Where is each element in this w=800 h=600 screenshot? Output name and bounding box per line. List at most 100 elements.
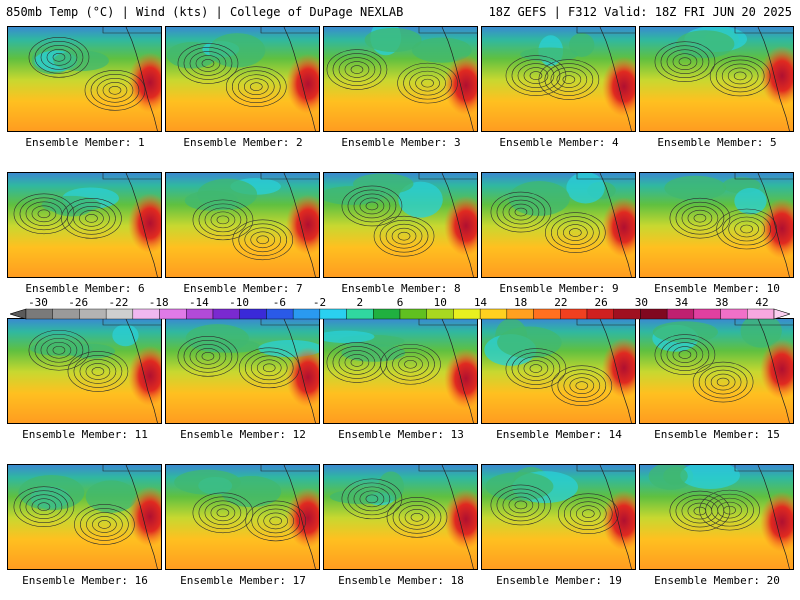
height-contour xyxy=(25,494,63,519)
height-contour xyxy=(245,500,306,542)
colorbar-swatch xyxy=(560,308,588,320)
height-contour xyxy=(84,70,146,111)
cool-air-region xyxy=(341,343,406,362)
height-contour xyxy=(195,55,221,72)
political-border xyxy=(418,27,477,34)
height-contour xyxy=(681,205,719,231)
cool-air-region xyxy=(112,324,139,347)
height-contour xyxy=(704,369,742,395)
height-contour xyxy=(581,509,595,519)
colorbar-min-arrow xyxy=(10,308,27,320)
height-contour xyxy=(734,220,759,238)
height-contour xyxy=(256,359,282,377)
political-border xyxy=(576,465,635,472)
cool-air-region xyxy=(508,181,570,216)
height-contour xyxy=(28,329,90,371)
height-contour xyxy=(557,369,607,402)
ensemble-member-map xyxy=(481,26,636,132)
cool-air-region xyxy=(740,319,782,348)
height-contour xyxy=(231,70,281,104)
height-contour xyxy=(716,377,730,387)
colorbar-swatch xyxy=(533,308,561,320)
ensemble-member-label: Ensemble Member: 11 xyxy=(22,428,148,441)
political-border xyxy=(102,319,161,326)
ensemble-member-map xyxy=(165,172,320,278)
height-contour xyxy=(86,512,123,537)
political-border xyxy=(734,27,793,34)
height-contour xyxy=(716,208,777,250)
political-border xyxy=(576,319,635,326)
height-contour xyxy=(415,74,440,92)
political-border xyxy=(734,319,793,326)
cool-air-region xyxy=(353,173,414,195)
height-contour xyxy=(529,364,543,373)
height-contour xyxy=(80,508,129,541)
height-contour xyxy=(404,359,417,369)
height-contour xyxy=(666,49,704,75)
ensemble-member-map xyxy=(7,172,162,278)
height-contour xyxy=(195,348,221,365)
colorbar-tick-label: 38 xyxy=(715,296,729,309)
height-contour xyxy=(177,336,239,377)
cool-air-region xyxy=(569,33,595,57)
political-border xyxy=(734,465,793,472)
height-contour xyxy=(398,355,423,373)
ensemble-member-map xyxy=(639,26,794,132)
height-contour xyxy=(90,74,140,107)
colorbar-swatch xyxy=(720,308,748,320)
height-contour xyxy=(715,59,765,93)
colorbar-swatch xyxy=(666,308,695,320)
coastline xyxy=(125,319,158,423)
colorbar-tick-label: 2 xyxy=(356,296,364,309)
cool-air-region xyxy=(208,33,266,68)
colorbar-swatch xyxy=(132,308,160,320)
colorbar-tick-label: -6 xyxy=(272,296,286,309)
ensemble-member-map xyxy=(639,464,794,570)
height-contour xyxy=(710,373,736,391)
ensemble-member-label: Ensemble Member: 14 xyxy=(496,428,622,441)
height-contour xyxy=(192,199,254,241)
height-contour xyxy=(46,49,72,66)
colorbar-swatch xyxy=(640,308,668,320)
ensemble-member-label: Ensemble Member: 1 xyxy=(25,136,145,149)
height-contour xyxy=(262,363,276,373)
coastline xyxy=(599,319,632,423)
ensemble-member-map xyxy=(481,464,636,570)
height-contour xyxy=(177,43,239,84)
colorbar-tick-label: 14 xyxy=(473,296,488,309)
coastline xyxy=(283,319,316,423)
colorbar-swatch xyxy=(319,308,347,320)
cool-air-region xyxy=(324,330,375,343)
political-border xyxy=(260,465,319,472)
height-contour xyxy=(61,198,122,239)
height-contour xyxy=(699,489,760,531)
height-contour xyxy=(508,203,534,221)
height-contour xyxy=(569,377,595,394)
height-contour xyxy=(687,209,713,227)
height-contour xyxy=(654,41,716,83)
colorbar-tick-label: 6 xyxy=(396,296,404,309)
colorbar-tick-label: -18 xyxy=(148,296,169,309)
colorbar-swatch xyxy=(105,308,134,320)
colorbar-tick-label: -30 xyxy=(28,296,48,309)
height-contour xyxy=(237,74,275,100)
colorbar-swatch xyxy=(453,308,481,320)
colorbar-swatch xyxy=(426,308,454,320)
ensemble-member-label: Ensemble Member: 9 xyxy=(499,282,619,295)
height-contour xyxy=(85,363,111,380)
ensemble-member-map xyxy=(7,26,162,132)
political-border xyxy=(418,465,477,472)
height-contour xyxy=(398,505,436,530)
heat-dome-region xyxy=(286,194,319,255)
height-contour xyxy=(96,78,134,103)
cool-air-region xyxy=(566,173,605,204)
ensemble-member-label: Ensemble Member: 20 xyxy=(654,574,780,587)
height-contour xyxy=(108,86,122,95)
height-contour xyxy=(392,351,429,377)
height-contour xyxy=(244,227,282,253)
coastline xyxy=(757,173,790,277)
colorbar-tick-label: 30 xyxy=(634,296,648,309)
height-contour xyxy=(517,63,555,88)
height-contour xyxy=(557,220,594,245)
colorbar-swatch xyxy=(292,308,321,320)
